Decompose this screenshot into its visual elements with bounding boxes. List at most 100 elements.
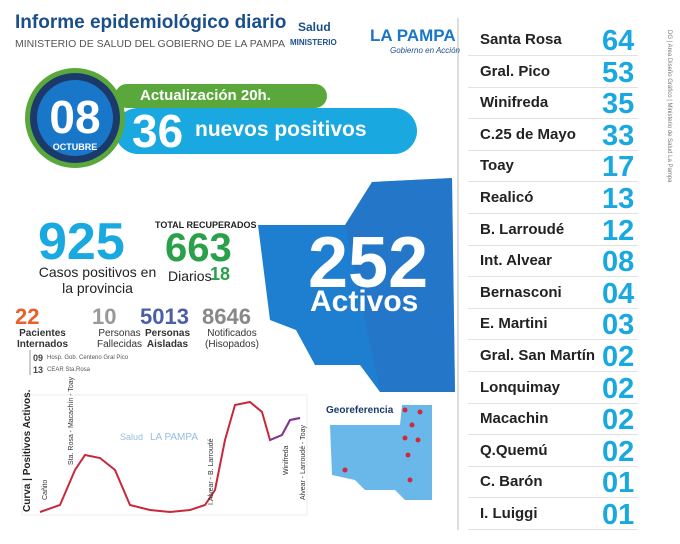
stat-value: 10 xyxy=(92,304,117,329)
recovered-label: TOTAL RECUPERADOS xyxy=(155,220,257,230)
row-divider xyxy=(468,529,638,530)
credit: DG | Area Diseño Gráfico | Ministerio de… xyxy=(666,30,672,183)
locality-name: Macachin xyxy=(480,410,549,428)
locality-count: 04 xyxy=(602,277,635,310)
locality-name: E. Martini xyxy=(480,315,548,333)
recovered-value: 663 xyxy=(165,226,232,270)
locality-name: Gral. Pico xyxy=(480,62,551,80)
row-divider xyxy=(468,181,638,183)
locality-count: 13 xyxy=(602,183,635,215)
curve-note: Alvear - Larroudé - Toay xyxy=(300,425,307,500)
curve-note: Winifreda xyxy=(283,445,290,475)
georef-dots xyxy=(342,407,423,483)
locality-count: 35 xyxy=(602,88,635,121)
update: Actualización 20h. xyxy=(140,87,271,104)
total-cases-value: 925 xyxy=(38,213,125,271)
row-divider xyxy=(468,465,638,467)
logo-salud: Salud xyxy=(298,20,331,34)
stat-label: Notificados (Hisopados) xyxy=(205,328,259,350)
locality-name: Bernasconi xyxy=(480,283,562,301)
locality-name: C. Barón xyxy=(480,473,543,491)
date-month: OCTUBRE xyxy=(52,142,98,152)
positives-pill xyxy=(115,108,417,154)
locality-count: 02 xyxy=(602,404,635,437)
curve-logo-name: LA PAMPA xyxy=(150,432,198,443)
stat-label: Personas Aisladas xyxy=(144,328,191,350)
curve-line-end xyxy=(269,417,301,441)
locality-name: Santa Rosa xyxy=(480,31,562,48)
stat-value: 22 xyxy=(15,304,40,329)
stat-value: 5013 xyxy=(140,304,189,329)
row-divider xyxy=(468,497,638,499)
daily-label: Diarios xyxy=(168,268,212,284)
georef-map xyxy=(330,405,432,500)
stat-value: 8646 xyxy=(202,304,251,329)
active-label: Activos xyxy=(310,285,419,318)
subtitle: MINISTERIO DE SALUD DEL GOBIERNO DE LA P… xyxy=(15,38,285,50)
logo-name: LA PAMPA xyxy=(370,26,456,45)
locality-count: 12 xyxy=(602,214,635,247)
active-value: 252 xyxy=(308,223,429,303)
row-divider xyxy=(468,213,638,214)
locality-name: Q.Quemú xyxy=(480,441,548,459)
curve-box xyxy=(21,394,308,516)
locality-name: Realicó xyxy=(480,189,534,206)
row-divider xyxy=(468,86,638,88)
row-divider xyxy=(468,371,638,372)
row-divider xyxy=(468,55,638,56)
locality-count: 01 xyxy=(602,467,635,500)
date-day: 08 xyxy=(49,91,101,143)
locality-name: Toay xyxy=(480,157,514,175)
georef-title: Georeferencia xyxy=(326,405,394,416)
locality-name: Gral. San Martín xyxy=(480,347,596,364)
locality-count: 02 xyxy=(602,435,635,468)
total-cases-label: Casos positivos en la provincia xyxy=(38,264,157,296)
new-positives-value: 36 xyxy=(132,105,184,157)
locality-name: Winifreda xyxy=(480,94,549,112)
row-divider xyxy=(468,434,638,436)
row-divider xyxy=(468,339,638,341)
date-circle-inner xyxy=(37,80,113,156)
daily-value: 18 xyxy=(210,264,231,284)
row-divider xyxy=(468,402,638,404)
locality-count: 64 xyxy=(602,25,635,57)
curve-title: Curva | Positivos Activos. xyxy=(22,389,33,512)
locality-count: 03 xyxy=(602,309,635,342)
province-map-shade xyxy=(345,178,455,392)
title: Informe epidemiológico diario xyxy=(15,12,287,33)
row-divider xyxy=(468,244,638,246)
locality-count: 02 xyxy=(602,341,635,373)
update-pill xyxy=(115,84,327,108)
curve-logo: Salud xyxy=(120,432,144,442)
row-divider xyxy=(468,118,638,120)
locality-count: 53 xyxy=(602,56,635,89)
locality-name: Lonquimay xyxy=(480,378,561,396)
locality-name: I. Luiggi xyxy=(480,505,538,522)
curve-note: Sta. Rosa - Macachín - Toay xyxy=(68,376,75,465)
locality-name: C.25 de Mayo xyxy=(480,125,576,143)
locality-count: 33 xyxy=(602,119,635,152)
row-divider xyxy=(468,307,638,309)
new-positives-label: nuevos positivos xyxy=(195,118,367,141)
locality-name: Int. Alvear xyxy=(480,252,552,270)
locality-name: B. Larroudé xyxy=(480,220,565,238)
locality-count: 17 xyxy=(602,151,635,184)
logo-tagline: Gobierno en Acción xyxy=(390,46,460,55)
locality-count: 02 xyxy=(602,372,635,405)
hospital-count: 13 xyxy=(33,365,44,375)
stat-label: Pacientes Internados xyxy=(16,328,69,350)
row-divider xyxy=(468,149,638,151)
curve-line xyxy=(39,400,301,514)
logo-ministerio: MINISTERIO xyxy=(290,38,337,47)
stat-label: Personas Fallecidas xyxy=(96,328,143,350)
locality-count: 08 xyxy=(602,246,635,279)
locality-count: 01 xyxy=(602,499,635,531)
hospital-name: CEAR Sta.Rosa xyxy=(47,367,91,373)
curve-note: Cañito xyxy=(42,479,49,500)
hospital-name: Hosp. Gob. Centeno Gral Pico xyxy=(47,355,129,361)
curve-note: I.Alvear - B. Larroudé xyxy=(208,438,215,505)
hospital-count: 09 xyxy=(33,353,44,363)
